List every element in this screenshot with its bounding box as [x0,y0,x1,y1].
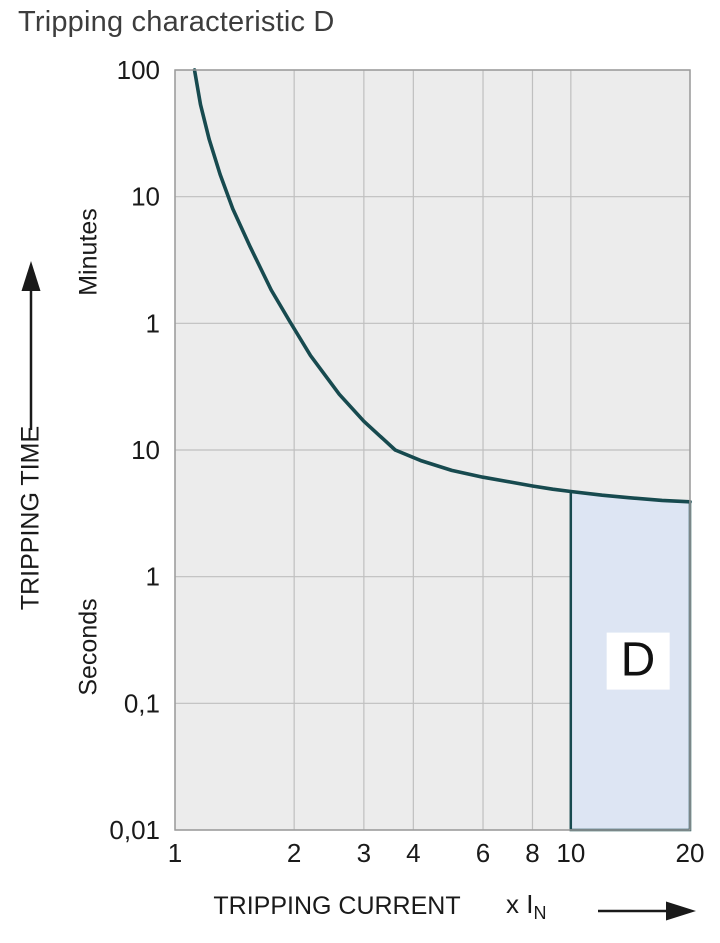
y-tick-label: 0,1 [124,688,160,718]
y-tick-label: 1 [146,308,160,338]
x-axis-unit: x IN [506,889,546,924]
y-tick-label: 1 [146,562,160,592]
x-tick-label: 8 [525,838,539,868]
y-axis-arrow-icon [21,261,41,430]
y-unit-seconds: Seconds [74,598,103,696]
tick-layer: 100 10 1 10 1 0,1 0,01 1 2 3 4 6 8 10 20 [109,55,704,868]
x-tick-label: 20 [676,838,705,868]
y-tick-label: 100 [117,55,160,85]
y-tick-label: 0,01 [109,815,160,845]
plot-layer [174,68,692,832]
region-d-label: D [606,632,670,690]
chart-title: Tripping characteristic D [18,6,335,38]
plot-border [174,69,691,831]
x-tick-label: 2 [287,838,301,868]
x-tick-label: 1 [168,838,182,868]
tripping-curve [192,68,692,504]
x-tick-label: 4 [406,838,420,868]
x-axis-label: TRIPPING CURRENT [213,892,461,920]
y-tick-label: 10 [131,435,160,465]
y-axis-label: TRIPPING TIME [16,425,45,611]
x-tick-label: 10 [556,838,585,868]
y-tick-label: 10 [131,182,160,212]
x-axis-unit-text: x I [506,889,534,919]
x-axis-arrow-icon [598,901,696,921]
x-axis-unit-subscript: N [533,903,547,924]
y-unit-minutes: Minutes [74,208,103,296]
x-tick-label: 3 [357,838,371,868]
x-tick-label: 6 [476,838,490,868]
